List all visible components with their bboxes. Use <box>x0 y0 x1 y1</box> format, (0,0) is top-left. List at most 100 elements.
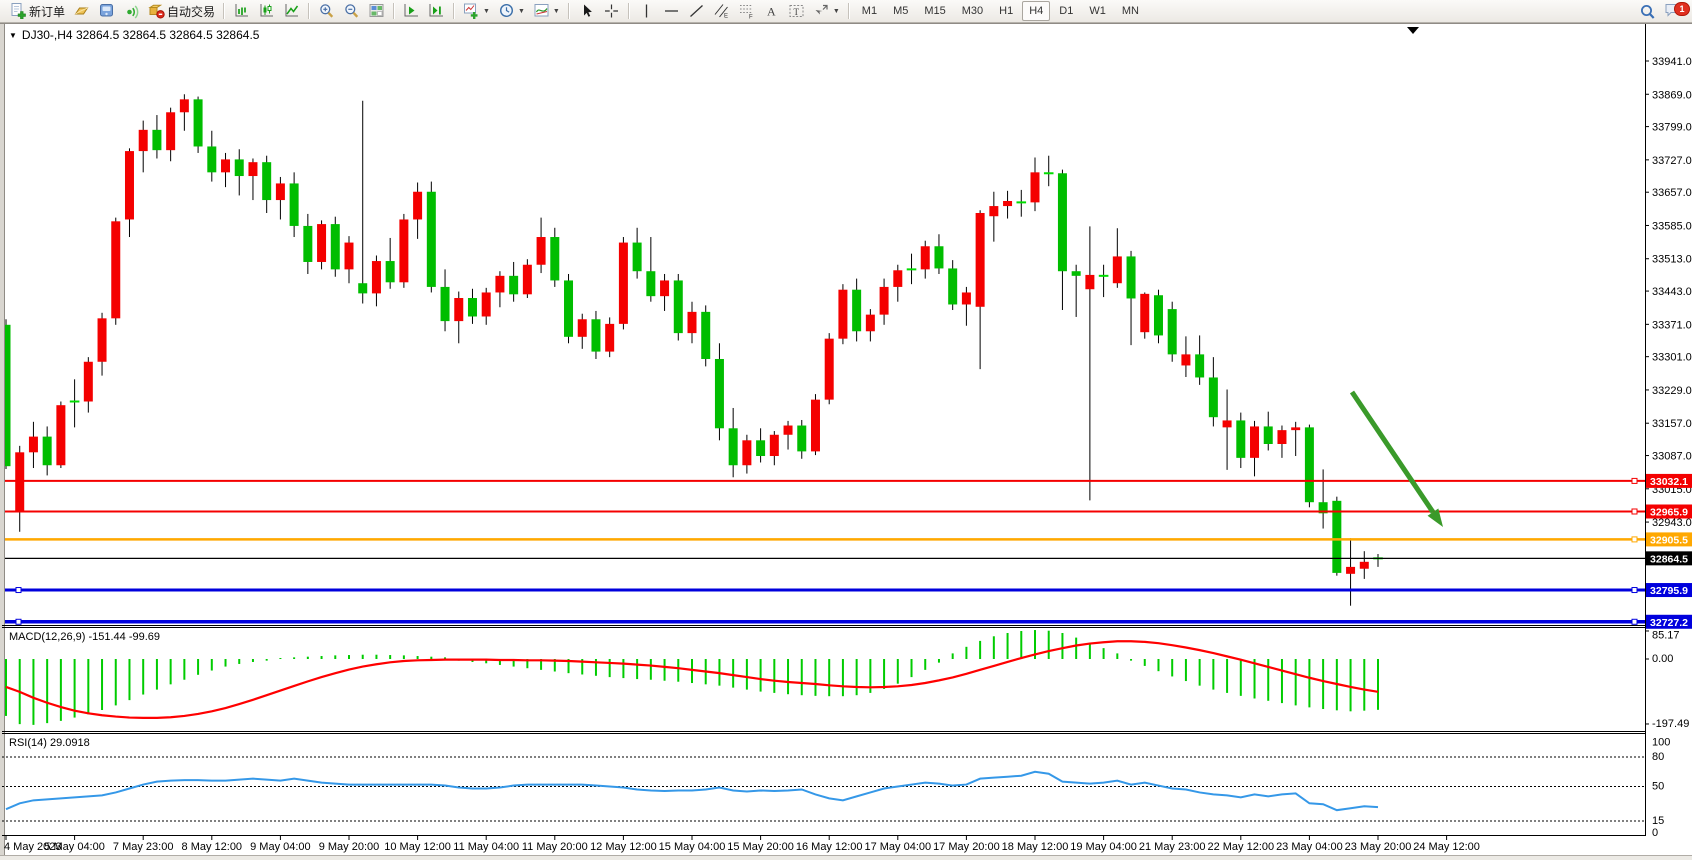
trendline-icon <box>688 3 705 19</box>
new-chart-button[interactable]: ▼ <box>459 1 494 21</box>
label-icon: T <box>788 3 805 19</box>
chart-shift-marker-icon[interactable] <box>1407 27 1419 34</box>
timeframe-d1-button[interactable]: D1 <box>1052 1 1080 21</box>
trend-arrow-annotation[interactable] <box>1349 390 1443 527</box>
hline-icon <box>663 3 680 19</box>
zoom-out-button[interactable] <box>339 1 364 21</box>
svg-text:F: F <box>749 15 753 20</box>
timeframe-m30-button[interactable]: M30 <box>955 1 990 21</box>
arrows-button[interactable]: ▼ <box>809 1 844 21</box>
horizontal-line-32727.2[interactable] <box>5 618 1645 625</box>
terminal-button[interactable] <box>94 1 119 21</box>
svg-text:7 May 23:00: 7 May 23:00 <box>113 841 174 853</box>
svg-text:22 May 12:00: 22 May 12:00 <box>1207 841 1274 853</box>
svg-text:17 May 04:00: 17 May 04:00 <box>864 841 931 853</box>
signal-button[interactable] <box>119 1 144 21</box>
svg-text:15 May 20:00: 15 May 20:00 <box>727 841 794 853</box>
zoom-in-button[interactable] <box>314 1 339 21</box>
svg-text:50: 50 <box>1652 781 1664 793</box>
timeframe-m1-button[interactable]: M1 <box>855 1 884 21</box>
svg-text:32727.2: 32727.2 <box>1650 617 1688 629</box>
svg-text:33229.0: 33229.0 <box>1652 385 1692 397</box>
chart-forward-button[interactable] <box>399 1 424 21</box>
channel-button[interactable]: E <box>709 1 734 21</box>
trendline-button[interactable] <box>684 1 709 21</box>
horizontal-line-32795.9[interactable] <box>5 587 1645 594</box>
svg-text:17 May 20:00: 17 May 20:00 <box>933 841 1000 853</box>
hline-button[interactable] <box>659 1 684 21</box>
template-dropdown-icon[interactable]: ▼ <box>552 7 560 15</box>
period-dropdown-icon[interactable]: ▼ <box>517 7 525 15</box>
timeframe-mn-button[interactable]: MN <box>1115 1 1146 21</box>
cursor-button[interactable] <box>574 1 599 21</box>
chart-shift-button[interactable] <box>424 1 449 21</box>
tile-windows-button[interactable] <box>364 1 389 21</box>
new-order-icon <box>10 3 27 19</box>
new-chart-dropdown-icon[interactable]: ▼ <box>483 7 490 15</box>
svg-text:32905.5: 32905.5 <box>1650 534 1688 546</box>
cursor-icon <box>578 3 595 19</box>
crosshair-button[interactable] <box>599 1 624 21</box>
label-button[interactable]: T <box>784 1 809 21</box>
period-button[interactable]: ▼ <box>494 1 529 21</box>
timeframe-h4-button[interactable]: H4 <box>1022 1 1051 21</box>
toolbar-separator <box>453 3 456 19</box>
window-edge <box>0 24 4 856</box>
svg-text:24 May 12:00: 24 May 12:00 <box>1413 841 1480 853</box>
svg-text:33032.1: 33032.1 <box>1650 476 1688 488</box>
horizontal-line-33032.1[interactable] <box>5 477 1645 484</box>
search-button[interactable] <box>1635 2 1660 22</box>
macd-indicator-label: MACD(12,26,9) -151.44 -99.69 <box>9 631 161 643</box>
svg-text:11 May 20:00: 11 May 20:00 <box>522 841 588 853</box>
timeframe-m5-button[interactable]: M5 <box>886 1 915 21</box>
rsi-indicator-label: RSI(14) 29.0918 <box>9 737 90 749</box>
template-button[interactable]: ▼ <box>529 1 564 21</box>
svg-text:32965.9: 32965.9 <box>1650 506 1688 518</box>
svg-text:E: E <box>724 14 728 20</box>
svg-text:33371.0: 33371.0 <box>1652 319 1692 331</box>
svg-text:80: 80 <box>1652 751 1664 763</box>
svg-text:32864.5: 32864.5 <box>1650 553 1688 565</box>
svg-text:9 May 04:00: 9 May 04:00 <box>250 841 311 853</box>
toolbar-separator <box>393 3 396 19</box>
toolbar-separator <box>308 3 311 19</box>
text-icon: A <box>763 3 780 19</box>
svg-text:33799.0: 33799.0 <box>1652 122 1692 134</box>
bars-chart-button[interactable] <box>229 1 254 21</box>
toolbar-separator <box>567 3 570 19</box>
vline-icon <box>638 3 655 19</box>
chart-forward-icon <box>403 3 420 19</box>
timeframe-w1-button[interactable]: W1 <box>1082 1 1113 21</box>
horizontal-line-32905.5[interactable] <box>5 536 1645 543</box>
chart-title[interactable]: ▼ DJ30-,H4 32864.5 32864.5 32864.5 32864… <box>9 28 259 42</box>
line-chart-button[interactable] <box>279 1 304 21</box>
svg-text:21 May 23:00: 21 May 23:00 <box>1139 841 1206 853</box>
symbol-dropdown-icon[interactable]: ▼ <box>9 30 17 40</box>
timeframe-h1-button[interactable]: H1 <box>992 1 1020 21</box>
gold-bar-button[interactable] <box>69 1 94 21</box>
svg-text:12 May 12:00: 12 May 12:00 <box>590 841 657 853</box>
autotrade-label: 自动交易 <box>167 4 216 19</box>
timeframe-m15-button[interactable]: M15 <box>917 1 952 21</box>
crosshair-icon <box>603 3 620 19</box>
new-order-button[interactable]: 新订单 <box>6 1 69 21</box>
svg-text:19 May 04:00: 19 May 04:00 <box>1070 841 1137 853</box>
text-button[interactable]: A <box>759 1 784 21</box>
chat-button[interactable]: 1 <box>1664 1 1690 22</box>
svg-text:15: 15 <box>1652 815 1664 827</box>
vline-button[interactable] <box>634 1 659 21</box>
line-chart-icon <box>283 3 300 19</box>
svg-text:33585.0: 33585.0 <box>1652 220 1692 232</box>
autotrade-button[interactable]: 自动交易 <box>144 1 219 21</box>
candles-chart-button[interactable] <box>254 1 279 21</box>
arrows-dropdown-icon[interactable]: ▼ <box>832 7 840 15</box>
candles-layer <box>5 94 1383 606</box>
svg-text:33443.0: 33443.0 <box>1652 286 1692 298</box>
price-badge: 32864.5 <box>1646 551 1692 566</box>
horizontal-line-32965.9[interactable] <box>5 508 1645 515</box>
price-axis: 33941.0 33869.0 33799.0 33727.0 33657.0 33585… <box>1645 56 1692 529</box>
arrows-icon <box>813 3 830 19</box>
fibo-button[interactable]: F <box>734 1 759 21</box>
